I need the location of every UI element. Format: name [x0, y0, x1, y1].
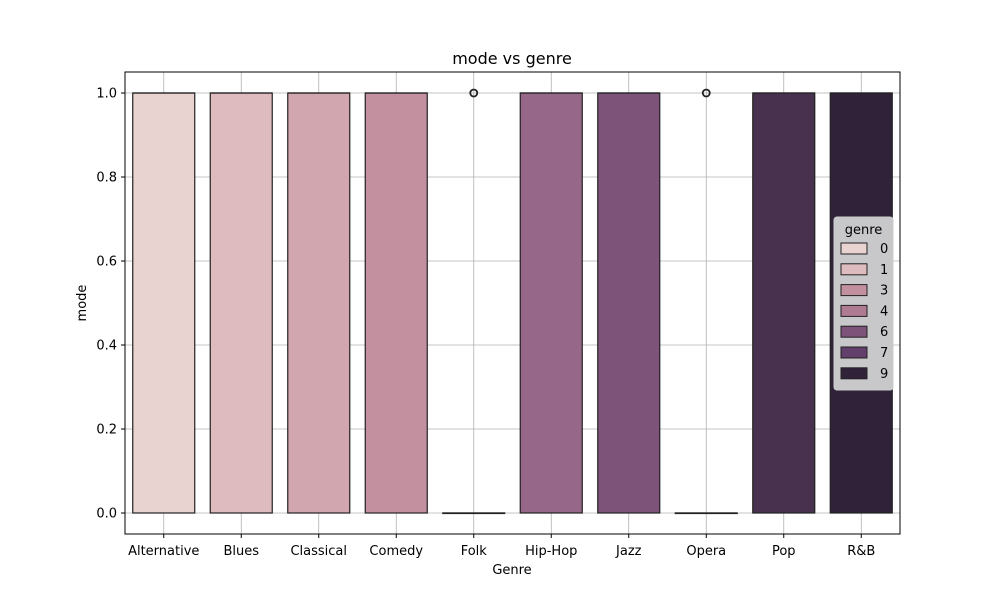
plot-frame	[124, 71, 901, 535]
legend-label: 6	[880, 325, 888, 340]
x-tick-label: Jazz	[615, 544, 642, 559]
legend: genre 0 1 3 4 6 7 9	[833, 216, 894, 391]
legend-label: 9	[880, 367, 888, 382]
legend-swatch	[840, 263, 868, 276]
x-tick-label: Alternative	[128, 544, 199, 559]
outlier-point	[701, 88, 711, 98]
y-axis-title: mode	[75, 285, 90, 322]
legend-title: genre	[845, 223, 883, 238]
legend-swatch	[840, 346, 868, 359]
legend-swatch	[840, 242, 868, 255]
y-tick-label: 0.2	[96, 423, 117, 438]
y-axis: 0.0 0.2 0.4 0.6 0.8 1.0	[96, 87, 125, 522]
box-Jazz	[597, 92, 661, 514]
legend-label: 1	[880, 263, 888, 278]
y-tick-label: 0.0	[96, 507, 117, 522]
box-Comedy	[364, 92, 428, 514]
legend-swatch	[840, 325, 868, 338]
box-Alternative	[132, 92, 196, 514]
x-axis: Alternative Blues Classical Comedy Folk Hip-H…	[128, 534, 875, 559]
x-tick-label: Blues	[223, 544, 259, 559]
legend-swatch	[840, 284, 868, 297]
y-tick-label: 0.6	[96, 255, 117, 270]
legend-label: 4	[880, 304, 888, 319]
y-tick-label: 0.4	[96, 339, 117, 354]
x-tick-label: Folk	[461, 544, 488, 559]
x-tick-label: Comedy	[369, 544, 423, 559]
y-tick-label: 1.0	[96, 87, 117, 102]
legend-swatch	[840, 367, 868, 380]
box-Blues	[209, 92, 273, 514]
chart-title: mode vs genre	[452, 49, 572, 68]
box-layer	[132, 88, 893, 515]
box-Classical	[287, 92, 351, 514]
x-tick-label: Opera	[686, 544, 726, 559]
x-tick-label: Classical	[290, 544, 347, 559]
y-tick-label: 0.8	[96, 171, 117, 186]
x-axis-title: Genre	[492, 563, 531, 578]
box-Pop	[752, 92, 816, 514]
box-Hip-Hop	[519, 92, 583, 514]
legend-label: 3	[880, 284, 888, 299]
legend-label: 0	[880, 242, 888, 257]
x-tick-label: R&B	[847, 544, 875, 559]
x-tick-label: Hip-Hop	[525, 544, 577, 559]
outlier-point	[469, 88, 479, 98]
legend-swatch	[840, 304, 868, 317]
x-tick-label: Pop	[772, 544, 796, 559]
legend-label: 7	[880, 346, 888, 361]
